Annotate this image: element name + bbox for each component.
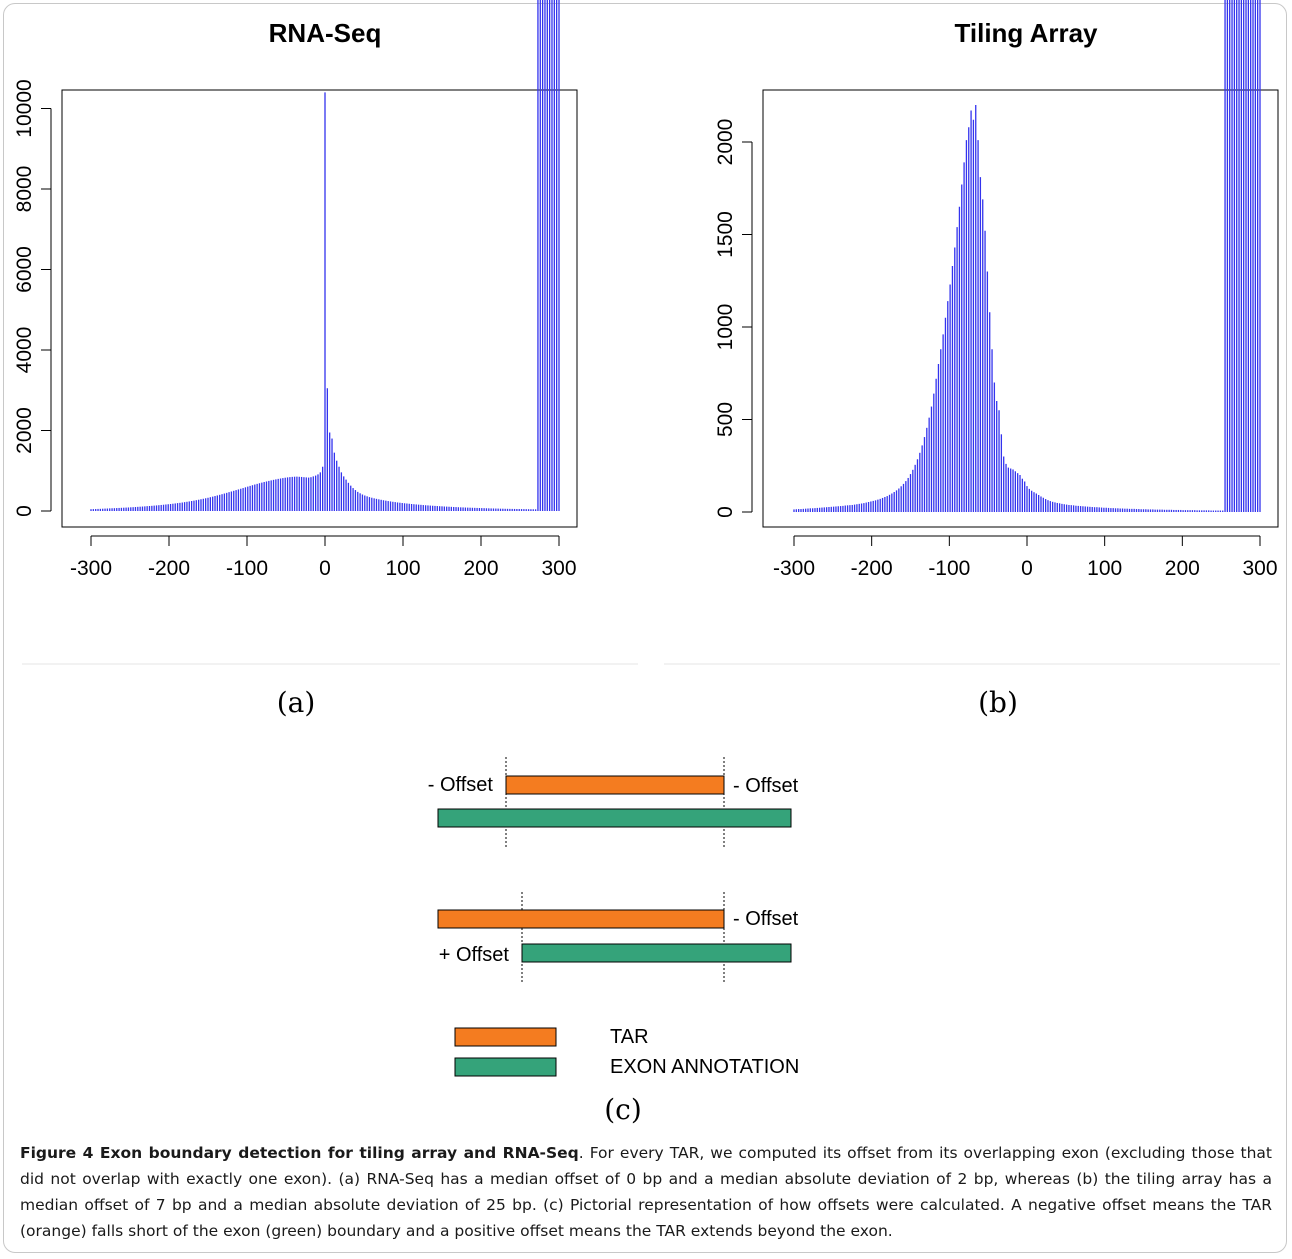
chart-title: Tiling Array bbox=[954, 18, 1098, 48]
x-tick-label: 0 bbox=[1021, 557, 1033, 580]
legend-swatch-tar bbox=[454, 1027, 557, 1047]
plot-frame bbox=[61, 89, 578, 528]
bar-series bbox=[90, 0, 560, 511]
x-tick-label: 300 bbox=[541, 557, 576, 580]
figure-caption: Figure 4 Exon boundary detection for til… bbox=[20, 1140, 1272, 1244]
x-tick-label: -300 bbox=[773, 557, 815, 580]
minus-offset-label: - Offset bbox=[428, 774, 494, 796]
y-axis: 0 500 1000 1500 2000 bbox=[714, 119, 753, 518]
figure-frame bbox=[3, 3, 1287, 1253]
y-tick-label: 1000 bbox=[714, 304, 737, 351]
y-axis: 0 2000 4000 6000 8000 10000 bbox=[13, 79, 52, 517]
minus-offset-label: - Offset bbox=[733, 908, 799, 930]
y-tick-label: 4000 bbox=[13, 327, 36, 374]
caption-text: . For every TAR, we computed its offset … bbox=[20, 1144, 1272, 1240]
panel-label-c: (c) bbox=[604, 1093, 642, 1126]
tar-bar bbox=[505, 775, 725, 795]
plus-offset-label: + Offset bbox=[439, 944, 510, 966]
x-tick-label: -100 bbox=[928, 557, 970, 580]
y-tick-label: 8000 bbox=[13, 166, 36, 213]
x-tick-label: -200 bbox=[851, 557, 893, 580]
tar-bar bbox=[437, 909, 725, 929]
x-tick-label: 200 bbox=[463, 557, 498, 580]
caption-figure-label: Figure 4 Exon boundary detection for til… bbox=[20, 1144, 579, 1162]
x-tick-label: -300 bbox=[70, 557, 112, 580]
x-axis: -300 -200 -100 0 100 200 300 bbox=[773, 535, 1278, 580]
chart-rna-seq: RNA-Seq -300 -200 -100 0 100 200 300 0 2000 4000… bbox=[13, 0, 638, 719]
x-tick-label: 200 bbox=[1165, 557, 1200, 580]
x-tick-label: 300 bbox=[1242, 557, 1277, 580]
x-tick-label: -100 bbox=[226, 557, 268, 580]
bar-series bbox=[793, 0, 1261, 512]
plot-frame bbox=[762, 89, 1279, 528]
chart-tiling-array: Tiling Array -300 -200 -100 0 100 200 300 0 500… bbox=[664, 0, 1280, 719]
exon-bar bbox=[437, 808, 792, 828]
y-tick-label: 6000 bbox=[13, 246, 36, 293]
y-tick-label: 0 bbox=[13, 505, 36, 517]
panel-label-b: (b) bbox=[978, 686, 1018, 719]
offset-diagram: - Offset - Offset - Offset + Offset TAR … bbox=[428, 757, 799, 1126]
x-tick-label: 100 bbox=[1087, 557, 1122, 580]
minus-offset-label: - Offset bbox=[733, 775, 799, 797]
x-tick-label: -200 bbox=[148, 557, 190, 580]
exon-bar bbox=[521, 943, 792, 963]
y-tick-label: 10000 bbox=[13, 79, 36, 137]
chart-title: RNA-Seq bbox=[269, 18, 382, 48]
y-tick-label: 2000 bbox=[13, 407, 36, 454]
x-tick-label: 100 bbox=[385, 557, 420, 580]
panel-label-a: (a) bbox=[277, 686, 316, 719]
y-tick-label: 1500 bbox=[714, 211, 737, 258]
legend-label-exon: EXON ANNOTATION bbox=[610, 1056, 799, 1078]
legend-swatch-exon bbox=[454, 1057, 557, 1077]
x-axis: -300 -200 -100 0 100 200 300 bbox=[70, 535, 577, 580]
legend-label-tar: TAR bbox=[610, 1026, 649, 1048]
y-tick-label: 500 bbox=[714, 402, 737, 437]
y-tick-label: 0 bbox=[714, 506, 737, 518]
y-tick-label: 2000 bbox=[714, 119, 737, 166]
x-tick-label: 0 bbox=[319, 557, 331, 580]
